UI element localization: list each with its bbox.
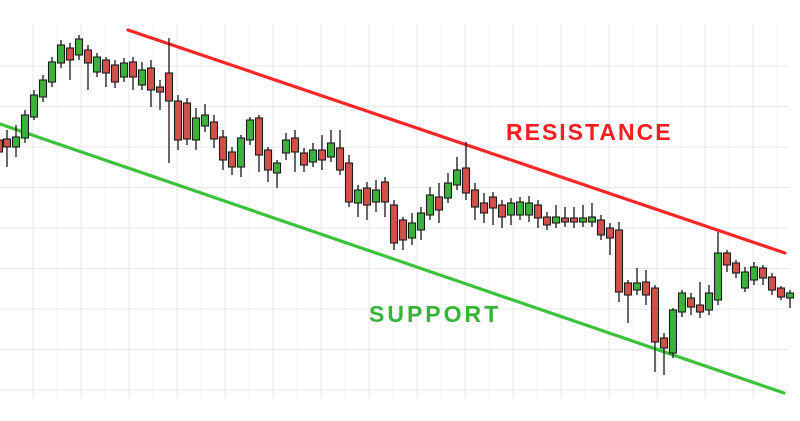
candle xyxy=(452,157,462,190)
candle xyxy=(245,117,255,145)
candle xyxy=(686,293,696,315)
candle xyxy=(479,193,489,223)
candle xyxy=(614,222,624,302)
candle xyxy=(2,130,12,167)
candle xyxy=(290,130,300,172)
candle xyxy=(11,125,21,157)
candle xyxy=(506,198,516,225)
candle xyxy=(542,212,552,230)
candle xyxy=(515,197,525,220)
candle xyxy=(128,57,138,90)
candle xyxy=(416,207,426,240)
candle xyxy=(38,75,48,102)
candle xyxy=(173,95,183,150)
candle xyxy=(488,192,498,225)
candle xyxy=(407,213,417,245)
candle xyxy=(758,265,768,285)
candle xyxy=(362,182,372,220)
candle xyxy=(74,35,84,60)
candle xyxy=(560,207,570,227)
candle xyxy=(281,133,291,160)
candle xyxy=(344,155,354,207)
candle xyxy=(119,58,129,82)
candle xyxy=(587,203,597,227)
candles xyxy=(0,35,795,375)
candle xyxy=(731,260,741,278)
candle xyxy=(713,232,723,305)
candle xyxy=(425,187,435,220)
candle xyxy=(398,217,408,250)
candle xyxy=(371,180,381,212)
candle xyxy=(101,57,111,87)
candle xyxy=(272,160,282,188)
candle xyxy=(317,135,327,170)
candle xyxy=(146,60,156,107)
candle xyxy=(668,308,678,358)
candle xyxy=(767,273,777,295)
candle xyxy=(569,207,579,228)
candle xyxy=(497,200,507,228)
candle xyxy=(137,62,147,90)
candle xyxy=(605,223,615,255)
candle xyxy=(389,200,399,250)
candle xyxy=(56,40,66,68)
candle xyxy=(65,43,75,80)
candle xyxy=(461,142,471,200)
candle xyxy=(434,183,444,223)
candle xyxy=(776,286,786,300)
candle xyxy=(695,282,705,318)
candle xyxy=(659,333,669,375)
candle xyxy=(443,173,453,203)
candle xyxy=(551,205,561,228)
candle xyxy=(110,60,120,88)
candle xyxy=(20,110,30,143)
candle xyxy=(164,38,174,163)
candle xyxy=(380,177,390,217)
candle xyxy=(236,135,246,177)
candle xyxy=(299,148,309,172)
candle xyxy=(533,200,543,228)
candle xyxy=(0,139,4,153)
candle xyxy=(677,290,687,317)
candle xyxy=(470,183,480,220)
candle xyxy=(263,147,273,182)
resistance-label: RESISTANCE xyxy=(506,119,673,145)
candle xyxy=(722,250,732,272)
candle xyxy=(785,290,795,308)
candle xyxy=(749,262,759,285)
candle xyxy=(182,98,192,145)
candle xyxy=(29,90,39,120)
candle xyxy=(641,270,651,305)
candle xyxy=(191,108,201,150)
candle xyxy=(578,205,588,227)
candle xyxy=(209,115,219,148)
support-line xyxy=(0,122,786,395)
candle xyxy=(524,196,534,222)
candle xyxy=(596,215,606,240)
candle xyxy=(335,130,345,175)
candle xyxy=(308,143,318,167)
support-label: SUPPORT xyxy=(369,301,502,327)
candle xyxy=(47,57,57,87)
candle xyxy=(92,53,102,77)
candle xyxy=(623,280,633,323)
resistance-line xyxy=(126,28,787,255)
candle xyxy=(227,147,237,175)
candle xyxy=(353,185,363,217)
candle xyxy=(650,285,660,372)
candle xyxy=(740,267,750,292)
candle xyxy=(155,80,165,110)
candle xyxy=(200,104,210,132)
candle xyxy=(326,130,336,162)
candle xyxy=(218,130,228,170)
candle xyxy=(632,268,642,295)
candle xyxy=(83,45,93,90)
candle xyxy=(704,285,714,315)
candle xyxy=(254,115,264,172)
